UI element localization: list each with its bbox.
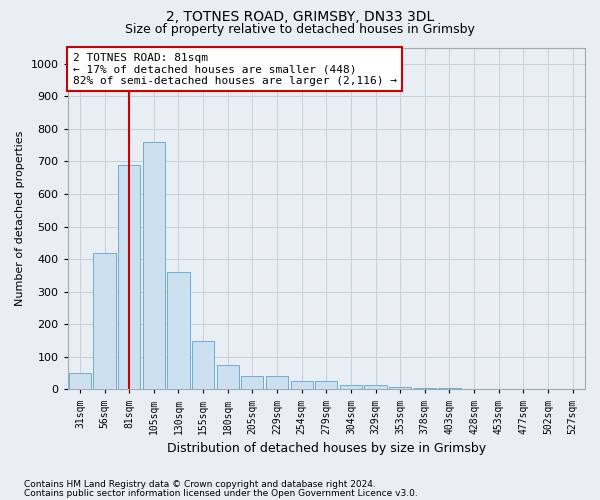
Y-axis label: Number of detached properties: Number of detached properties — [15, 131, 25, 306]
Bar — [167, 272, 190, 390]
Bar — [414, 388, 436, 390]
Bar — [241, 376, 263, 390]
Text: Contains public sector information licensed under the Open Government Licence v3: Contains public sector information licen… — [24, 489, 418, 498]
X-axis label: Distribution of detached houses by size in Grimsby: Distribution of detached houses by size … — [167, 442, 486, 455]
Bar — [463, 388, 485, 390]
Bar — [192, 340, 214, 390]
Text: 2, TOTNES ROAD, GRIMSBY, DN33 3DL: 2, TOTNES ROAD, GRIMSBY, DN33 3DL — [166, 10, 434, 24]
Bar — [389, 387, 411, 390]
Text: Size of property relative to detached houses in Grimsby: Size of property relative to detached ho… — [125, 22, 475, 36]
Text: Contains HM Land Registry data © Crown copyright and database right 2024.: Contains HM Land Registry data © Crown c… — [24, 480, 376, 489]
Bar — [94, 252, 116, 390]
Bar — [69, 373, 91, 390]
Bar — [364, 386, 386, 390]
Bar — [118, 164, 140, 390]
Bar — [439, 388, 461, 390]
Bar — [217, 365, 239, 390]
Bar — [266, 376, 288, 390]
Bar — [290, 381, 313, 390]
Bar — [340, 384, 362, 390]
Text: 2 TOTNES ROAD: 81sqm
← 17% of detached houses are smaller (448)
82% of semi-deta: 2 TOTNES ROAD: 81sqm ← 17% of detached h… — [73, 52, 397, 86]
Bar — [315, 381, 337, 390]
Bar — [143, 142, 165, 390]
